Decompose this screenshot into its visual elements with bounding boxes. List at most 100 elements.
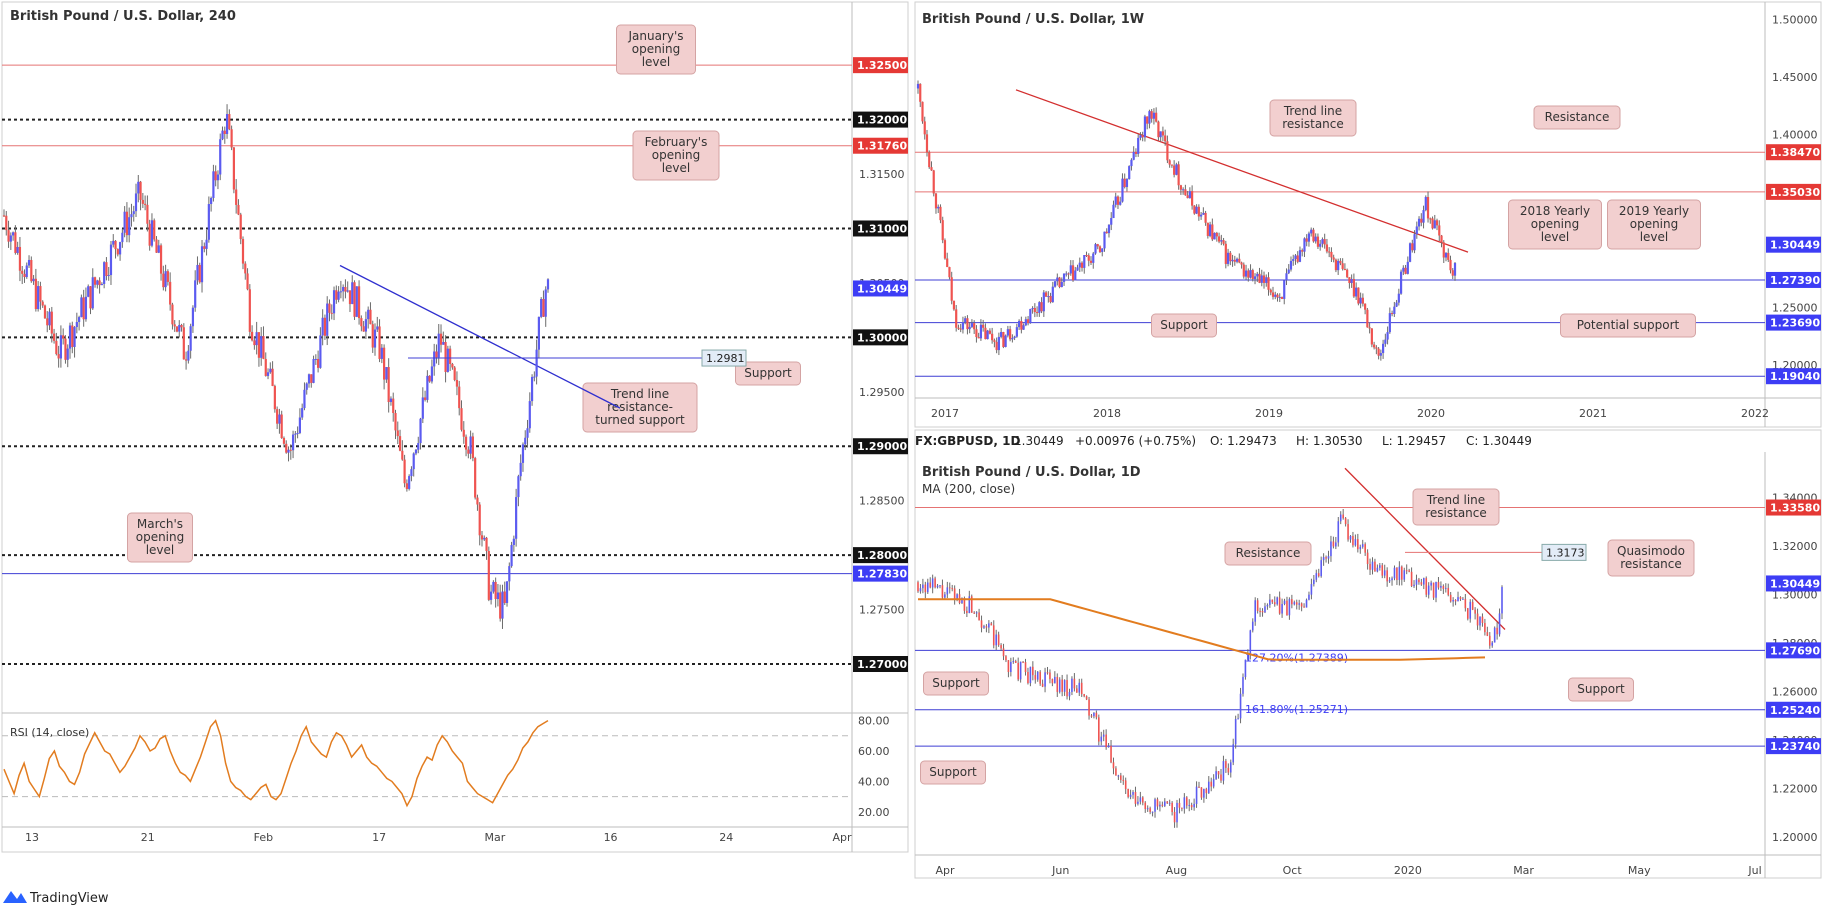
d1-candle: [1137, 801, 1139, 804]
d1-price-tick: 1.20000: [1772, 831, 1818, 844]
w1-candle: [1388, 313, 1391, 333]
ma-label: MA (200, close): [922, 482, 1015, 496]
d1-candle: [1354, 539, 1357, 546]
d1-candle: [1161, 804, 1164, 806]
w1-candle: [1307, 233, 1311, 242]
h4-candle: [408, 476, 411, 489]
w1-candle: [975, 329, 978, 338]
h4-candle: [426, 375, 429, 400]
d1-candle: [1398, 566, 1401, 581]
d1-candle: [1430, 582, 1432, 586]
h4-candle: [378, 326, 381, 359]
h4-date-tick: 21: [141, 831, 155, 844]
h4-candle: [310, 374, 313, 383]
w1-price-tick: 1.45000: [1772, 71, 1818, 84]
h4-candle: [419, 418, 422, 444]
h4-candle: [462, 429, 465, 437]
h4-date-tick: 24: [719, 831, 733, 844]
w1-candle: [1332, 257, 1335, 260]
h4-callout-line: February's: [645, 135, 708, 149]
w1-candle: [1303, 238, 1306, 252]
w1-candle: [1352, 278, 1355, 297]
d1-candle: [1085, 696, 1088, 700]
h4-candle: [41, 301, 44, 306]
w1-candle: [970, 323, 974, 327]
d1-candle: [1474, 609, 1476, 614]
w1-candle: [1105, 231, 1108, 234]
h4-level-tag-label: 1.30449: [857, 282, 907, 295]
d1-candle: [936, 585, 939, 588]
w1-candle: [928, 152, 931, 168]
h4-candle: [510, 544, 513, 567]
h4-candle: [385, 367, 388, 380]
quasimodo-price-label: 1.3173: [1546, 546, 1585, 559]
w1-candle: [1361, 297, 1364, 304]
d1-candle: [1488, 635, 1491, 646]
header-last: 1.30449: [1014, 434, 1064, 448]
d1-candle: [1178, 802, 1181, 808]
h4-price-tick: 1.29500: [859, 386, 905, 399]
w1-candle: [1103, 231, 1106, 249]
d1-candle: [968, 596, 971, 614]
h4-candle: [37, 286, 40, 310]
h4-candle: [392, 398, 395, 413]
h4-candle: [187, 350, 190, 361]
d1-candle: [1188, 805, 1191, 807]
rsi-label: RSI (14, close): [10, 726, 89, 739]
w1-price-tick: 1.25000: [1772, 302, 1818, 315]
h4-candle: [294, 433, 297, 435]
h4-callout-box: [582, 382, 698, 433]
h4-candle: [496, 592, 500, 600]
w1-candle: [1193, 205, 1196, 214]
w1-date-tick: 2021: [1579, 407, 1607, 420]
h4-callout-line: resistance-: [607, 400, 673, 414]
panel-d1-frame: [914, 429, 1822, 879]
d1-candle: [1012, 661, 1015, 663]
d1-candle: [966, 610, 968, 614]
w1-candle: [1235, 258, 1239, 262]
h4-candle: [373, 329, 377, 348]
w1-level-tag-bg: [1766, 368, 1821, 385]
h4-candle: [494, 581, 497, 600]
h4-candle: [105, 262, 108, 276]
h4-candle: [439, 333, 443, 345]
w1-candle: [1435, 220, 1439, 226]
d1-candle: [946, 587, 949, 595]
h4-candle: [114, 240, 117, 250]
w1-candle: [1083, 255, 1086, 268]
d1-date-tick: 2020: [1394, 864, 1422, 877]
w1-candle: [1175, 164, 1178, 175]
w1-callout: Support: [1151, 313, 1217, 338]
h4-candle: [62, 335, 65, 339]
h4-candle: [241, 239, 245, 264]
d1-candle: [1293, 602, 1296, 605]
d1-candle: [1415, 579, 1418, 585]
w1-candle: [1200, 214, 1203, 217]
d1-candle: [1185, 797, 1188, 806]
d1-candle: [995, 634, 997, 646]
h4-candle: [219, 139, 222, 175]
w1-candle: [1373, 344, 1376, 348]
d1-candle: [1376, 567, 1379, 572]
tradingview-logo[interactable]: TradingView: [3, 891, 109, 906]
d1-callout: Support: [920, 760, 986, 785]
d1-candle: [1303, 606, 1305, 608]
h4-candle: [303, 389, 306, 409]
h4-level-tag-bg: [853, 565, 908, 582]
h4-callout: Support: [735, 361, 801, 386]
h4-candle: [449, 348, 452, 364]
w1-candle: [1444, 252, 1448, 258]
w1-candle: [1247, 270, 1250, 278]
h4-candle: [503, 591, 506, 604]
w1-candle: [1305, 238, 1308, 242]
w1-candle: [1240, 262, 1243, 265]
h4-level-tag-bg: [853, 438, 908, 455]
d1-candle: [939, 585, 941, 587]
d1-candle: [1466, 608, 1469, 619]
h4-candle: [312, 359, 315, 383]
h4-candle: [207, 204, 210, 240]
d1-candle: [1330, 541, 1332, 557]
h4-candle: [323, 317, 327, 336]
w1-candle: [1042, 292, 1045, 312]
